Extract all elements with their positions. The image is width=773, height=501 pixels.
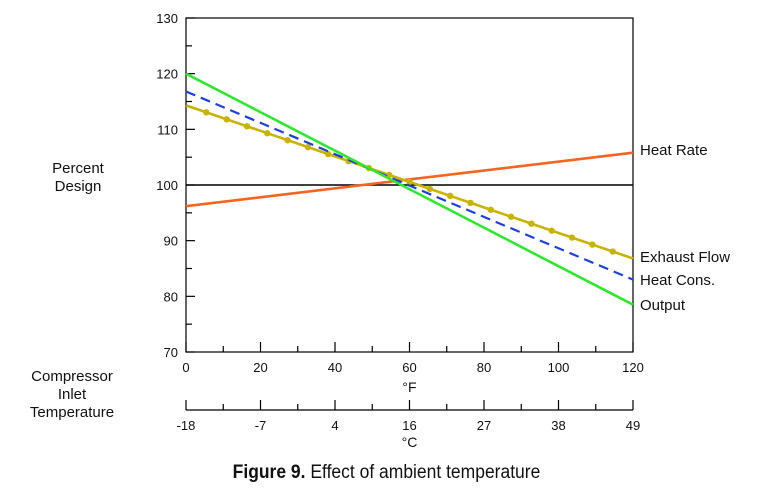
y-axis-label-line: Design: [55, 178, 102, 195]
exhaust-flow-marker: [507, 213, 515, 220]
x-unit-f: °F: [402, 379, 416, 395]
exhaust-flow-marker: [264, 130, 271, 137]
caption-label: Figure 9.: [232, 462, 306, 483]
x-tick-label-f: 60: [402, 360, 416, 375]
y-tick-label: 110: [157, 122, 178, 137]
x-tick-label-c: -7: [255, 418, 267, 433]
y-tick-label: 100: [156, 178, 178, 193]
x-tick-label-f: 20: [253, 360, 267, 375]
series-line-output: [185, 72, 634, 306]
x-tick-label-c: 27: [477, 418, 491, 433]
series-label: Output: [640, 297, 686, 314]
exhaust-flow-marker: [203, 109, 210, 116]
x-section-label-line: Temperature: [30, 404, 114, 421]
x-section-label-line: Compressor: [31, 368, 113, 385]
x-unit-c: °C: [402, 434, 418, 450]
y-axis-label-line: Percent: [52, 160, 105, 177]
y-tick-label: 120: [156, 67, 178, 82]
x-section-label-line: Inlet: [58, 386, 87, 403]
x-tick-label-f: 100: [548, 360, 570, 375]
exhaust-flow-marker: [304, 143, 312, 151]
y-tick-label: 130: [156, 11, 178, 26]
exhaust-flow-marker: [223, 116, 230, 123]
exhaust-flow-marker: [467, 199, 474, 207]
exhaust-flow-marker: [284, 136, 291, 144]
exhaust-flow-marker: [325, 150, 332, 158]
x-tick-label-c: -18: [177, 418, 196, 433]
x-tick-label-c: 49: [626, 418, 640, 433]
y-tick-label: 80: [164, 289, 178, 304]
series-label: Exhaust Flow: [640, 249, 730, 266]
y-tick-label: 90: [164, 234, 178, 249]
exhaust-flow-marker: [609, 248, 616, 255]
exhaust-flow-marker: [568, 234, 576, 241]
exhaust-flow-marker: [426, 185, 434, 193]
exhaust-flow-marker: [487, 206, 494, 213]
x-tick-label-c: 4: [331, 418, 338, 433]
series-line-heat-cons: [185, 90, 634, 281]
x-tick-label-f: 40: [328, 360, 342, 375]
x-tick-label-f: 80: [477, 360, 491, 375]
chart-text: 70 80 90 100 110 120 130 0 20 40 60 80 100 120 °F -18 -7…: [30, 11, 730, 450]
plot-area: [185, 17, 634, 411]
x-tick-label-c: 38: [551, 418, 565, 433]
exhaust-flow-marker: [406, 178, 413, 186]
exhaust-flow-marker: [243, 123, 251, 130]
exhaust-flow-marker: [589, 241, 596, 248]
chart: 70 80 90 100 110 120 130 0 20 40 60 80 100 120 °F -18 -7…: [30, 11, 730, 450]
y-tick-label: 70: [164, 345, 178, 360]
exhaust-flow-marker: [548, 227, 555, 234]
series-label: Heat Rate: [640, 142, 708, 159]
caption-text: Effect of ambient temperature: [310, 462, 541, 483]
x-tick-label-c: 16: [402, 418, 416, 433]
figure-caption: Figure 9. Effect of ambient temperature: [31, 462, 742, 484]
series-label: Heat Cons.: [640, 272, 715, 289]
exhaust-flow-marker: [528, 220, 535, 227]
exhaust-flow-marker: [446, 192, 454, 200]
x-tick-label-f: 0: [182, 360, 189, 375]
x-tick-label-f: 120: [622, 360, 644, 375]
